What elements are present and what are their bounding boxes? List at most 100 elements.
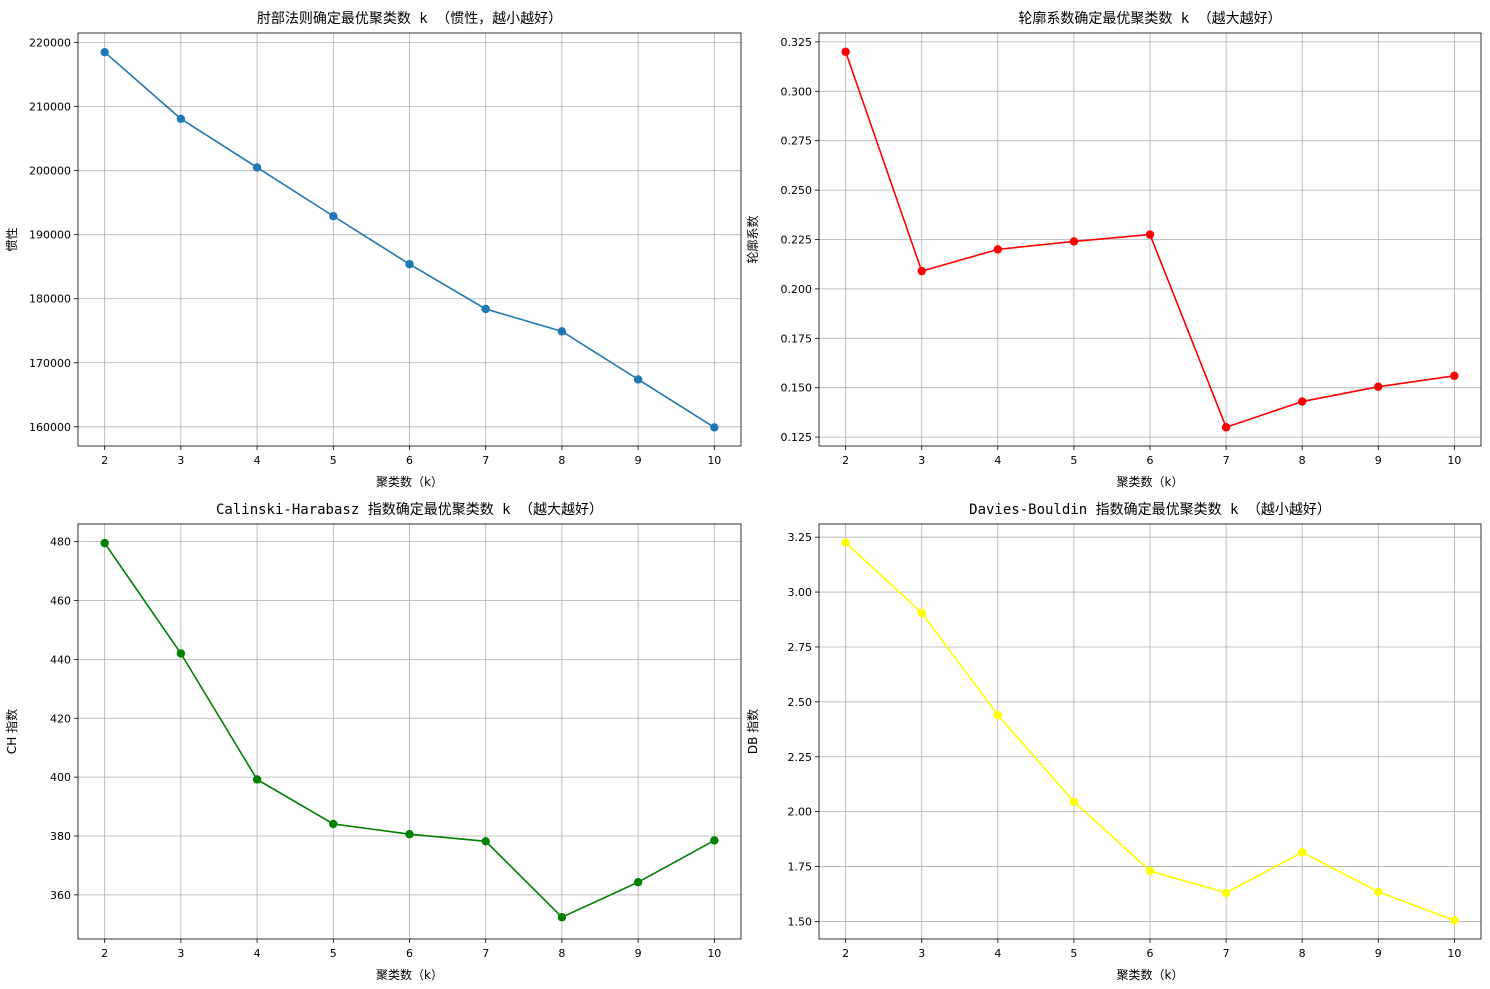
y-tick-label: 1.75 xyxy=(788,861,813,874)
y-tick-label: 2.00 xyxy=(788,806,813,819)
data-point xyxy=(329,211,338,221)
x-tick-label: 2 xyxy=(101,947,108,960)
y-axis-label: 惯性 xyxy=(4,227,19,251)
y-tick-label: 0.250 xyxy=(781,184,813,197)
data-point xyxy=(1450,371,1459,381)
x-tick-label: 4 xyxy=(254,454,261,467)
y-tick-label: 400 xyxy=(50,771,71,784)
data-point xyxy=(1221,888,1231,898)
x-tick-label: 2 xyxy=(842,454,849,467)
y-axis-label: DB 指数 xyxy=(745,709,760,754)
data-point xyxy=(1297,397,1307,406)
x-tick-label: 6 xyxy=(1147,947,1154,960)
data-point xyxy=(633,375,643,384)
y-tick-label: 180000 xyxy=(29,293,71,306)
y-tick-label: 1.50 xyxy=(788,915,813,928)
data-point xyxy=(1374,887,1383,896)
data-point xyxy=(710,423,719,432)
x-tick-label: 8 xyxy=(1299,947,1306,960)
y-tick-label: 0.225 xyxy=(781,234,813,247)
data-point xyxy=(557,327,567,336)
x-tick-label: 7 xyxy=(482,947,489,960)
x-tick-label: 3 xyxy=(177,947,184,960)
subplot-4: 2 3 4 5 6 7 8 9 10 1.50 1.75 2.00 2.25 2.50 2.75 3.00 3.… xyxy=(745,502,1482,982)
y-tick-label: 3.25 xyxy=(788,531,813,544)
subplot-1: 2 3 4 5 6 7 8 9 10 160000 170000 180000 190000 200000… xyxy=(4,10,742,489)
x-tick-label: 6 xyxy=(406,947,413,960)
y-tick-label: 380 xyxy=(50,830,71,843)
data-point xyxy=(841,47,850,56)
data-point xyxy=(1221,423,1231,432)
y-tick-label: 220000 xyxy=(29,37,71,50)
data-point xyxy=(100,538,109,548)
subplot-2: 2 3 4 5 6 7 8 9 10 0.125 0.150 0.175 0.200 0.225 0.250… xyxy=(745,10,1482,489)
x-tick-label: 7 xyxy=(1223,454,1230,467)
y-tick-label: 0.175 xyxy=(781,332,813,345)
x-axis-label: 聚类数（k） xyxy=(1117,967,1184,982)
x-tick-label: 4 xyxy=(254,947,261,960)
y-tick-label: 0.325 xyxy=(781,36,813,49)
chart-title: Calinski-Harabasz 指数确定最优聚类数 k （越大越好） xyxy=(216,502,603,518)
data-point xyxy=(710,836,719,845)
y-tick-label: 0.300 xyxy=(781,85,813,98)
y-axis-label: 轮廓系数 xyxy=(745,215,760,263)
y-tick-label: 440 xyxy=(50,653,71,666)
y-tick-label: 170000 xyxy=(29,357,71,370)
x-tick-label: 5 xyxy=(1070,454,1077,467)
x-tick-label: 7 xyxy=(482,454,489,467)
data-point xyxy=(1069,797,1079,806)
x-tick-label: 2 xyxy=(101,454,108,467)
data-point xyxy=(100,48,109,57)
data-point xyxy=(481,304,490,314)
x-tick-label: 10 xyxy=(707,454,721,467)
x-axis-label: 聚类数（k） xyxy=(1117,474,1184,489)
chart-title: Davies-Bouldin 指数确定最优聚类数 k （越小越好） xyxy=(969,502,1331,518)
y-tick-label: 2.25 xyxy=(788,751,813,764)
data-point xyxy=(176,649,186,658)
y-tick-label: 480 xyxy=(50,536,71,549)
x-tick-label: 8 xyxy=(558,947,565,960)
x-tick-label: 5 xyxy=(330,454,337,467)
subplot-3: 2 3 4 5 6 7 8 9 10 360 380 400 420 440 460 480 Calinski-… xyxy=(4,502,742,982)
y-tick-label: 160000 xyxy=(29,421,71,434)
data-point xyxy=(993,710,1003,720)
data-point xyxy=(1145,866,1155,876)
y-tick-label: 460 xyxy=(50,595,71,608)
x-tick-label: 5 xyxy=(1070,947,1077,960)
y-tick-label: 3.00 xyxy=(788,586,813,599)
data-point xyxy=(405,259,414,269)
x-tick-label: 8 xyxy=(558,454,565,467)
data-point xyxy=(1297,848,1307,857)
data-point xyxy=(252,163,262,172)
x-tick-label: 3 xyxy=(918,454,925,467)
data-point xyxy=(1145,230,1155,239)
data-point xyxy=(993,245,1003,254)
y-tick-label: 200000 xyxy=(29,165,71,178)
data-point xyxy=(481,837,490,846)
data-point xyxy=(557,913,567,922)
chart-title: 肘部法则确定最优聚类数 k （惯性，越小越好） xyxy=(257,10,562,27)
data-point xyxy=(841,538,850,547)
x-tick-label: 9 xyxy=(1375,947,1382,960)
data-point xyxy=(1374,382,1383,391)
x-tick-label: 9 xyxy=(635,454,642,467)
x-tick-label: 10 xyxy=(1447,454,1461,467)
x-tick-label: 4 xyxy=(994,947,1001,960)
y-tick-label: 360 xyxy=(50,889,71,902)
x-tick-label: 6 xyxy=(406,454,413,467)
data-point xyxy=(917,266,926,276)
x-axis-label: 聚类数（k） xyxy=(376,474,443,489)
data-point xyxy=(405,830,414,839)
y-tick-label: 0.200 xyxy=(781,283,813,296)
x-tick-label: 9 xyxy=(635,947,642,960)
x-tick-label: 4 xyxy=(994,454,1001,467)
x-tick-label: 8 xyxy=(1299,454,1306,467)
data-point xyxy=(176,114,186,124)
x-tick-label: 5 xyxy=(330,947,337,960)
data-point xyxy=(329,819,338,829)
x-tick-label: 9 xyxy=(1375,454,1382,467)
y-tick-label: 190000 xyxy=(29,229,71,242)
x-tick-label: 10 xyxy=(1447,947,1461,960)
y-axis-label: CH 指数 xyxy=(4,709,19,754)
